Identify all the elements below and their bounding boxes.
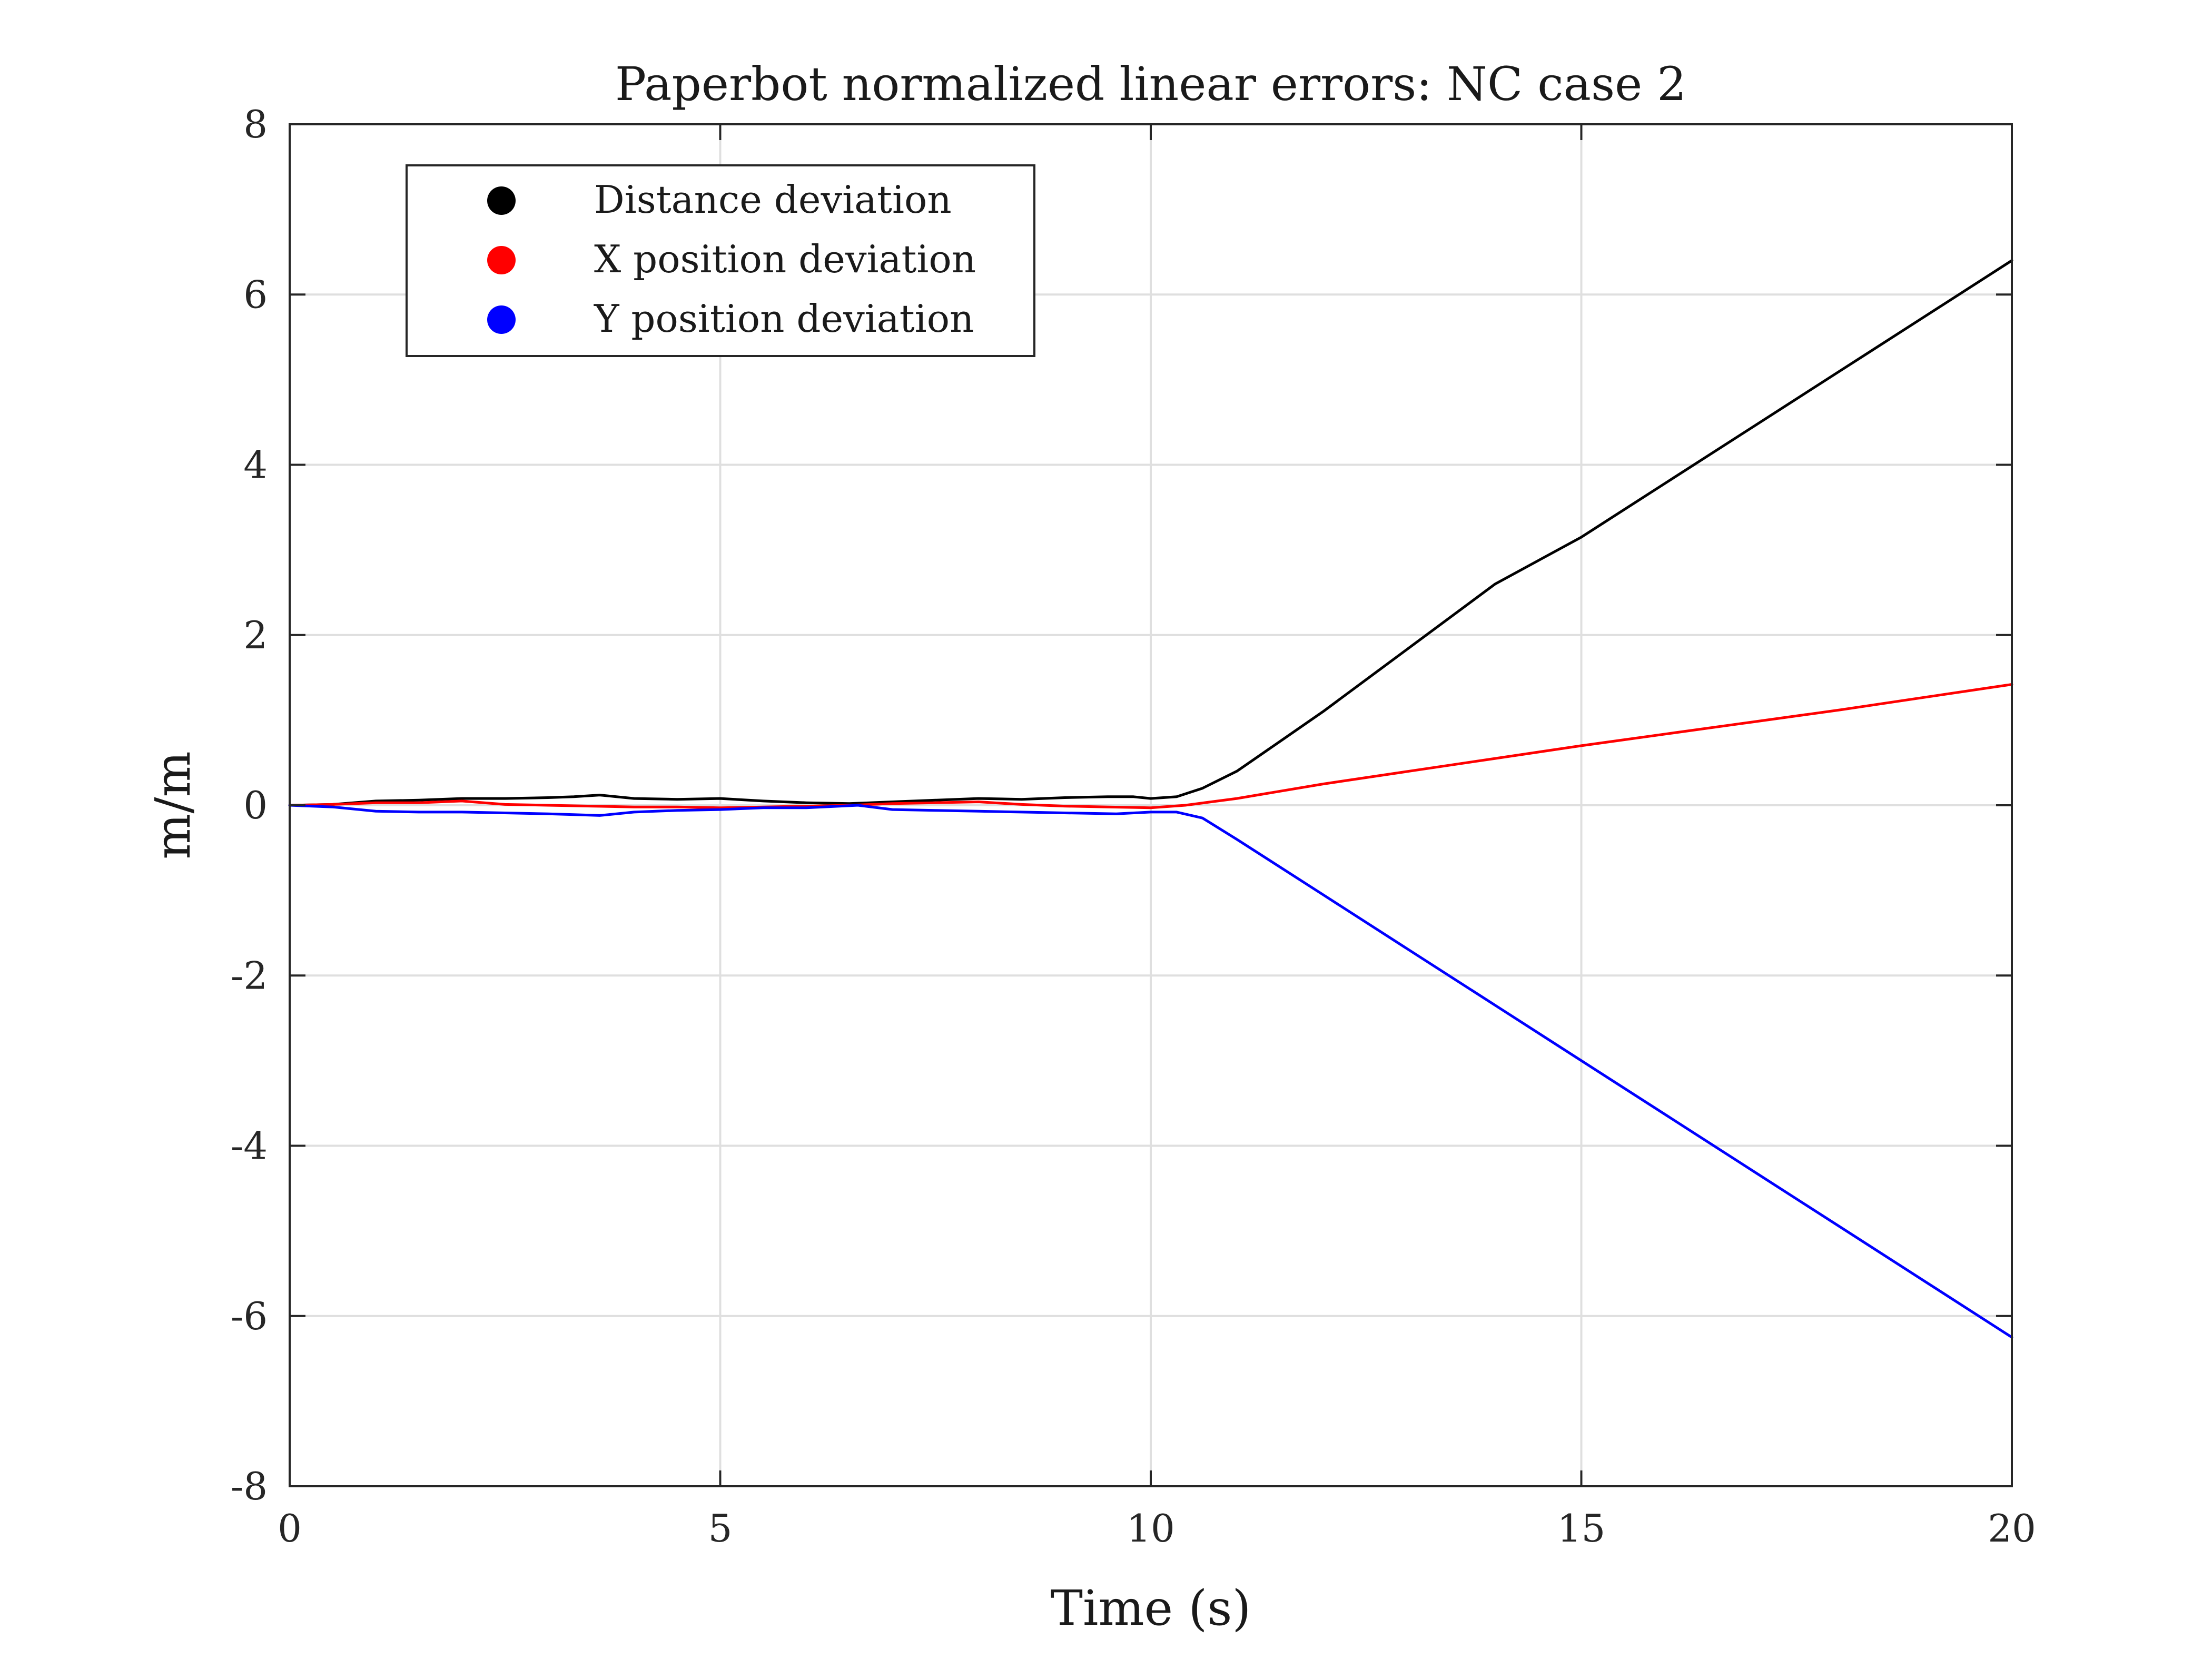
distance-deviation-line — [288, 259, 2013, 807]
y-tick-labels: -8 -6 -4 -2 0 2 4 6 8 — [231, 102, 268, 1508]
legend: Distance deviation X position deviation … — [406, 164, 1035, 357]
x-axis-label: Time (s) — [1051, 1580, 1251, 1636]
x-tick-label: 0 — [278, 1506, 302, 1551]
y-position-deviation-line — [288, 804, 2013, 1339]
y-tick-label: 0 — [243, 783, 268, 827]
x-tick-labels: 0 5 10 15 20 — [278, 1506, 2036, 1551]
legend-marker-x-position — [487, 246, 516, 274]
y-tick-label: -6 — [231, 1294, 268, 1338]
grid-lines — [290, 124, 2012, 1486]
y-tick-label: -2 — [231, 953, 268, 998]
legend-marker-distance — [487, 186, 516, 215]
x-tick-label: 20 — [1988, 1506, 2036, 1551]
y-tick-label: 6 — [243, 272, 268, 317]
legend-label-distance: Distance deviation — [594, 177, 952, 222]
y-tick-label: -4 — [231, 1124, 268, 1168]
legend-marker-y-position — [487, 305, 516, 334]
x-position-deviation-line — [288, 683, 2013, 809]
axis-ticks — [289, 123, 2013, 1487]
x-tick-label: 10 — [1127, 1506, 1175, 1551]
y-tick-label: 4 — [243, 443, 268, 487]
x-tick-label: 5 — [708, 1506, 733, 1551]
legend-label-x-position: X position deviation — [594, 237, 976, 281]
y-axis-label: m/m — [145, 751, 201, 859]
y-tick-label: -8 — [231, 1464, 268, 1508]
chart-title: Paperbot normalized linear errors: NC ca… — [615, 57, 1686, 111]
x-tick-label: 15 — [1557, 1506, 1606, 1551]
y-tick-label: 8 — [243, 102, 268, 146]
data-series — [288, 259, 2013, 1339]
legend-label-y-position: Y position deviation — [594, 297, 974, 341]
y-tick-label: 2 — [243, 613, 268, 657]
